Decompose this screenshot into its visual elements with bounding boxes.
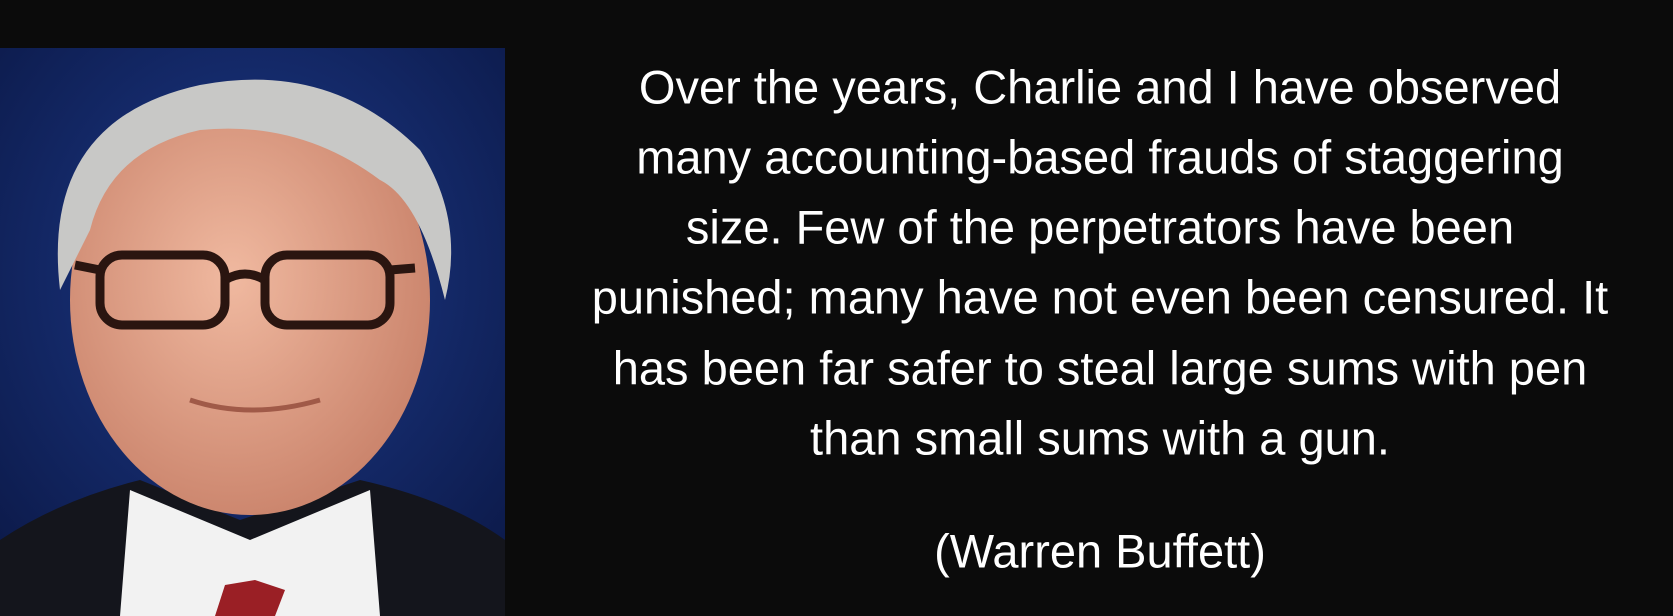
quote-line: size. Few of the perpetrators have been	[686, 200, 1514, 253]
attribution: (Warren Buffett)	[934, 524, 1266, 577]
quote-line: punished; many have not even been censur…	[592, 270, 1608, 323]
quote-line: many accounting-based frauds of staggeri…	[636, 130, 1564, 183]
portrait	[0, 48, 505, 616]
page: Over the years, Charlie and I have obser…	[0, 0, 1673, 616]
quote-card: Over the years, Charlie and I have obser…	[0, 0, 1673, 616]
quote-line: than small sums with a gun.	[810, 411, 1390, 464]
quote-line: has been far safer to steal large sums w…	[613, 341, 1587, 394]
quote-line: Over the years, Charlie and I have obser…	[639, 60, 1561, 113]
